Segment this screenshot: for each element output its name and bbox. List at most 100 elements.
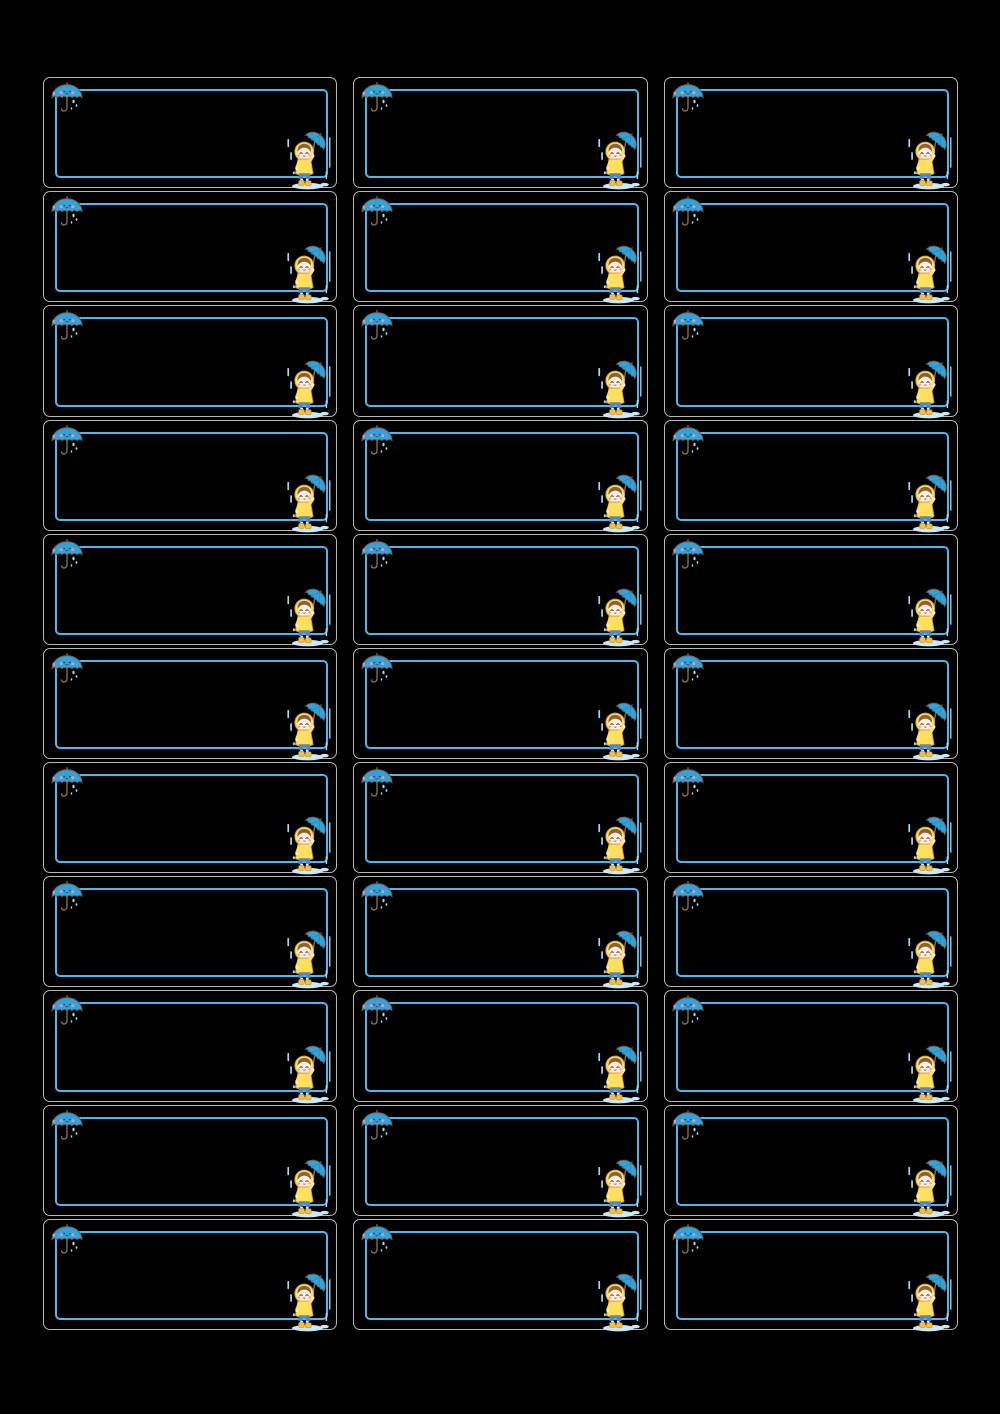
child-with-umbrella-icon: [595, 1045, 644, 1104]
label-cell: [353, 1104, 648, 1218]
label-writing-area[interactable]: [55, 659, 329, 750]
label-text: [707, 903, 907, 980]
label-cell: [43, 305, 338, 419]
label-cell: [663, 1218, 958, 1330]
child-with-umbrella-icon: [284, 131, 333, 190]
child-with-umbrella-icon: [284, 930, 333, 989]
label-text: [707, 1017, 907, 1094]
label-writing-area[interactable]: [365, 888, 639, 978]
label-writing-area[interactable]: [55, 888, 329, 978]
label-text: [86, 218, 286, 295]
label-cell: [43, 1104, 338, 1216]
label-writing-area[interactable]: [55, 545, 329, 635]
label-writing-area[interactable]: [675, 659, 949, 750]
label-writing-area[interactable]: [675, 89, 949, 179]
child-with-umbrella-icon: [905, 474, 954, 533]
label-text: [86, 675, 286, 752]
label-cell: [663, 876, 958, 987]
label-writing-area[interactable]: [675, 1002, 949, 1092]
umbrella-icon: [48, 310, 86, 344]
label-text: [396, 561, 596, 638]
umbrella-icon: [358, 767, 396, 801]
label-text: [707, 218, 907, 295]
label-writing-area[interactable]: [365, 203, 639, 293]
label-writing-area[interactable]: [675, 1116, 949, 1206]
umbrella-icon: [669, 653, 707, 687]
label-writing-area[interactable]: [365, 659, 639, 750]
umbrella-icon: [48, 653, 86, 687]
label-cell: [663, 762, 958, 875]
label-writing-area[interactable]: [675, 1230, 949, 1320]
umbrella-icon: [358, 310, 396, 344]
label-cell: [43, 419, 338, 531]
label-text: [396, 1132, 596, 1209]
umbrella-icon: [358, 1110, 396, 1144]
label-writing-area[interactable]: [365, 89, 639, 179]
label-writing-area[interactable]: [365, 431, 639, 521]
label-writing-area[interactable]: [675, 317, 949, 407]
label-cell: [43, 876, 338, 989]
child-with-umbrella-icon: [905, 588, 954, 647]
label-writing-area[interactable]: [55, 774, 329, 864]
label-writing-area[interactable]: [365, 1116, 639, 1206]
label-writing-area[interactable]: [365, 774, 639, 864]
umbrella-icon: [669, 425, 707, 459]
label-cell: [663, 305, 958, 419]
child-with-umbrella-icon: [284, 1045, 333, 1104]
label-writing-area[interactable]: [55, 1230, 329, 1320]
label-writing-area[interactable]: [365, 545, 639, 635]
label-writing-area[interactable]: [675, 203, 949, 293]
label-writing-area[interactable]: [55, 1116, 329, 1206]
label-writing-area[interactable]: [675, 545, 949, 635]
child-with-umbrella-icon: [595, 1159, 644, 1218]
child-with-umbrella-icon: [284, 245, 333, 304]
umbrella-icon: [48, 767, 86, 801]
label-text: [707, 447, 907, 524]
child-with-umbrella-icon: [284, 1273, 333, 1332]
label-grid: [43, 77, 958, 1330]
label-writing-area[interactable]: [365, 317, 639, 407]
label-writing-area[interactable]: [55, 1002, 329, 1092]
child-with-umbrella-icon: [284, 702, 333, 761]
label-cell: [353, 77, 648, 190]
label-text: [707, 789, 907, 866]
child-with-umbrella-icon: [905, 1159, 954, 1218]
umbrella-icon: [358, 881, 396, 915]
label-writing-area[interactable]: [55, 317, 329, 407]
umbrella-icon: [48, 82, 86, 116]
label-writing-area[interactable]: [55, 203, 329, 293]
label-text: [707, 104, 907, 181]
child-with-umbrella-icon: [905, 360, 954, 419]
umbrella-icon: [358, 653, 396, 687]
child-with-umbrella-icon: [595, 131, 644, 190]
label-cell: [43, 647, 338, 761]
child-with-umbrella-icon: [284, 360, 333, 419]
umbrella-icon: [669, 310, 707, 344]
label-cell: [43, 77, 338, 190]
label-writing-area[interactable]: [675, 774, 949, 864]
umbrella-icon: [669, 1224, 707, 1258]
umbrella-icon: [669, 1110, 707, 1144]
label-text: [396, 903, 596, 980]
label-text: [86, 104, 286, 181]
label-text: [86, 332, 286, 409]
label-text: [86, 561, 286, 638]
label-cell: [43, 990, 338, 1104]
label-text: [86, 1132, 286, 1209]
label-writing-area[interactable]: [675, 888, 949, 978]
label-text: [86, 903, 286, 980]
label-cell: [663, 419, 958, 533]
label-cell: [353, 191, 648, 302]
label-cell: [43, 762, 338, 873]
label-writing-area[interactable]: [365, 1230, 639, 1320]
child-with-umbrella-icon: [595, 702, 644, 761]
label-writing-area[interactable]: [55, 89, 329, 179]
label-writing-area[interactable]: [675, 431, 949, 521]
child-with-umbrella-icon: [905, 816, 954, 875]
label-writing-area[interactable]: [365, 1002, 639, 1092]
label-text: [707, 1246, 907, 1323]
label-writing-area[interactable]: [55, 431, 329, 521]
label-text: [396, 104, 596, 181]
label-text: [86, 789, 286, 866]
